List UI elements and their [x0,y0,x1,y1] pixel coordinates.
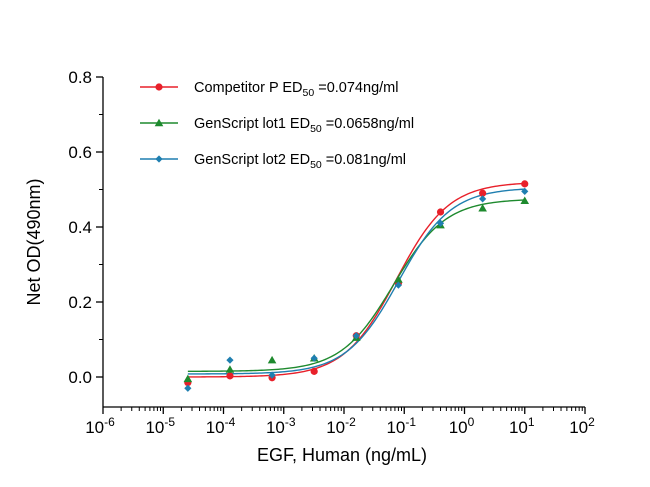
fit-curve [187,199,525,373]
legend-label: GenScript lot1 ED50 =0.0658ng/ml [194,116,414,135]
data-point [479,189,487,197]
data-point [520,196,530,204]
x-tick-label: 101 [509,415,535,437]
legend-label: Competitor P ED50 =0.074ng/ml [194,80,398,99]
x-tick-label: 10-1 [386,415,416,437]
fit-curve [187,188,525,375]
legend-label: GenScript lot2 ED50 =0.081ng/ml [194,152,406,171]
data-point [226,372,234,380]
data-points [183,180,530,392]
y-tick-label: 0.8 [68,68,92,87]
x-tick-label: 102 [569,415,595,437]
data-point [226,356,234,364]
axes: 0.0 0.2 0.4 0.6 0.8 10-6 10-5 10-4 10-3 10-2 10-1 1… [68,68,595,437]
legend-marker [155,155,163,163]
x-tick-label: 10-6 [85,415,115,437]
x-tick-label: 10-4 [206,415,236,437]
y-tick-label: 0.6 [68,143,92,162]
data-point [310,354,318,362]
fit-curve [187,182,525,378]
y-tick-label: 0.2 [68,293,92,312]
data-point [521,187,529,195]
data-point [267,355,277,364]
y-tick-label: 0.4 [68,218,92,237]
x-axis-title: EGF, Human (ng/mL) [257,445,427,465]
data-point [268,371,276,379]
data-point [225,365,235,373]
x-tick-label: 10-5 [145,415,175,437]
data-point [521,180,529,188]
y-axis-title: Net OD(490nm) [24,178,44,305]
data-point [479,195,487,203]
data-point [436,208,445,216]
legend-marker [155,83,163,91]
data-point [184,384,192,392]
data-point [394,281,403,289]
data-point [394,275,403,283]
legend: Competitor P ED50 =0.074ng/ml GenScript l… [140,80,414,171]
data-point [310,367,318,375]
data-point [352,332,360,340]
data-point [183,374,193,383]
x-tick-label: 10-2 [326,415,356,437]
x-tick-label: 100 [449,415,475,437]
x-tick-label: 10-3 [266,415,296,437]
data-point [478,203,487,212]
y-tick-label: 0.0 [68,368,92,387]
legend-marker [154,118,164,127]
fit-curves [187,182,525,378]
data-point [436,219,445,227]
